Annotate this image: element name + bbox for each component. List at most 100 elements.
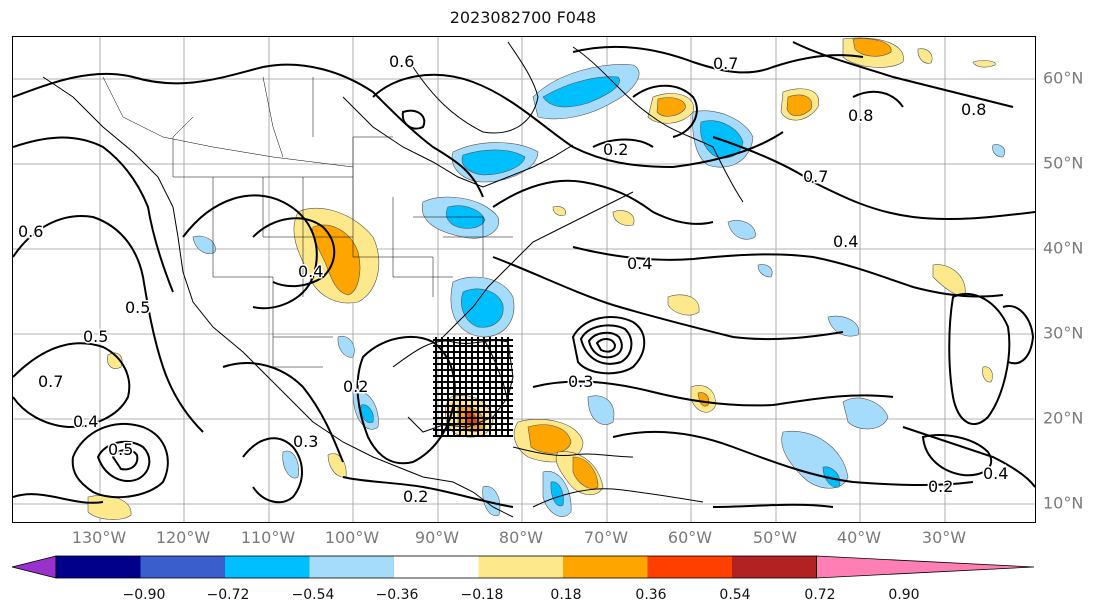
colorbar-tick-label: 0.72 bbox=[804, 587, 836, 603]
anomaly-patch bbox=[842, 397, 889, 430]
anomaly-patch bbox=[932, 264, 966, 297]
lon-label: 100°W bbox=[324, 528, 380, 547]
lon-label: 120°W bbox=[155, 528, 211, 547]
contour-line bbox=[612, 430, 974, 487]
colorbar-outline bbox=[55, 555, 817, 579]
lon-label: 130°W bbox=[71, 528, 127, 547]
colorbar-segment bbox=[309, 556, 394, 578]
colorbar-tick-label: −0.18 bbox=[460, 587, 504, 603]
anomaly-patch bbox=[757, 264, 773, 278]
contour-line bbox=[96, 440, 151, 482]
anomaly-patch bbox=[667, 294, 700, 316]
anomaly-patch bbox=[527, 424, 572, 454]
colorbar-segment bbox=[563, 556, 648, 578]
contour-line bbox=[592, 138, 654, 148]
anomaly-patch bbox=[87, 495, 132, 520]
contour-line bbox=[242, 437, 303, 504]
colorbar-tick-label: −0.36 bbox=[375, 587, 419, 603]
colorbar-tick-label: −0.72 bbox=[206, 587, 250, 603]
contour-line bbox=[342, 476, 514, 508]
contour-line bbox=[595, 338, 617, 353]
colorbar-segment bbox=[647, 556, 732, 578]
contour-line bbox=[712, 503, 834, 508]
anomaly-patch bbox=[587, 395, 615, 425]
contour-label: 0.6 bbox=[389, 52, 414, 71]
colorbar-segment bbox=[56, 556, 141, 578]
contour-line bbox=[632, 84, 698, 138]
lon-label: 40°W bbox=[836, 528, 882, 547]
contour-line bbox=[492, 179, 714, 225]
contour-label: 0.7 bbox=[38, 372, 63, 391]
colorbar-tick-label: 0.54 bbox=[719, 587, 751, 603]
contour-label: 0.4 bbox=[73, 412, 98, 431]
contour-line bbox=[792, 41, 1014, 108]
map-panel: 0.6 0.8 0.5 0.7 0.4 0.5 0.3 0.4 0.2 0.3 … bbox=[12, 36, 1036, 523]
colorbar-tick-label: −0.54 bbox=[291, 587, 335, 603]
lat-label: 50°N bbox=[1043, 153, 1084, 173]
contour-label: 0.3 bbox=[293, 432, 318, 451]
lon-label: 30°W bbox=[921, 528, 967, 547]
lat-label: 40°N bbox=[1043, 238, 1084, 258]
colorbar-segment bbox=[478, 556, 563, 578]
colorbar-extend-low bbox=[11, 555, 57, 579]
contour-line bbox=[579, 324, 633, 365]
anomaly-patch bbox=[982, 366, 993, 383]
contour-label: 0.7 bbox=[803, 167, 828, 186]
contour-line bbox=[572, 45, 864, 74]
anomaly-patch bbox=[461, 149, 526, 176]
contour-label: 0.5 bbox=[83, 327, 108, 346]
colorbar-segment bbox=[394, 556, 479, 578]
contour-label: 0.6 bbox=[18, 222, 43, 241]
coastline-caribbean bbox=[512, 446, 634, 458]
contour-label: 0.4 bbox=[983, 464, 1008, 483]
anomaly-patch bbox=[337, 335, 355, 358]
map-title: 2023082700 F048 bbox=[449, 8, 597, 27]
contour-label: 0.8 bbox=[961, 100, 986, 119]
contour-line bbox=[492, 256, 844, 341]
contour-label: 0.4 bbox=[627, 254, 652, 273]
contour-label: 0.2 bbox=[603, 140, 628, 159]
contour-line bbox=[401, 109, 426, 130]
colorbar-tick-label: −0.90 bbox=[122, 587, 166, 603]
anomaly-patch bbox=[972, 60, 996, 68]
contour-line bbox=[13, 136, 174, 293]
contour-label: 0.5 bbox=[125, 298, 150, 317]
contour-label: 0.3 bbox=[568, 372, 593, 391]
anomaly-patch bbox=[461, 288, 504, 328]
contours bbox=[13, 41, 1035, 508]
contour-label: 0.4 bbox=[298, 262, 323, 281]
anomaly-patch bbox=[360, 404, 374, 423]
colorbar-segment bbox=[225, 556, 310, 578]
contour-line bbox=[948, 292, 1011, 426]
contour-line bbox=[13, 215, 204, 433]
lat-label: 20°N bbox=[1043, 408, 1084, 428]
anomaly-patch bbox=[550, 481, 564, 507]
anomaly-patch bbox=[327, 453, 347, 478]
contour-line bbox=[252, 217, 336, 288]
anomaly-patch bbox=[552, 206, 566, 216]
anomaly-patch bbox=[282, 450, 299, 479]
contour-line bbox=[712, 136, 1035, 221]
lat-label: 60°N bbox=[1043, 68, 1084, 88]
coastline-south-america bbox=[532, 488, 704, 508]
contour-label: 0.2 bbox=[403, 487, 428, 506]
contour-line bbox=[921, 434, 993, 477]
contour-line bbox=[13, 342, 131, 429]
anomaly-patch bbox=[852, 38, 892, 57]
contour-label: 0.7 bbox=[713, 54, 738, 73]
lat-label: 10°N bbox=[1043, 493, 1084, 513]
contour-line bbox=[902, 426, 1035, 488]
contour-label: 0.4 bbox=[833, 232, 858, 251]
contour-line bbox=[71, 422, 169, 499]
coastline-hudson bbox=[412, 41, 539, 134]
colorbar-tick-label: 0.90 bbox=[888, 587, 920, 603]
forecast-map: 0.6 0.8 0.5 0.7 0.4 0.5 0.3 0.4 0.2 0.3 … bbox=[13, 37, 1035, 522]
contour-line bbox=[372, 73, 784, 169]
colorbar-tick-label: 0.36 bbox=[635, 587, 667, 603]
lon-label: 60°W bbox=[667, 528, 713, 547]
coastline-greenland bbox=[572, 46, 744, 203]
colorbar-segment bbox=[732, 556, 817, 578]
coastline-east bbox=[442, 191, 634, 338]
anomaly-patch bbox=[192, 235, 216, 255]
anomaly-patch bbox=[656, 97, 686, 117]
